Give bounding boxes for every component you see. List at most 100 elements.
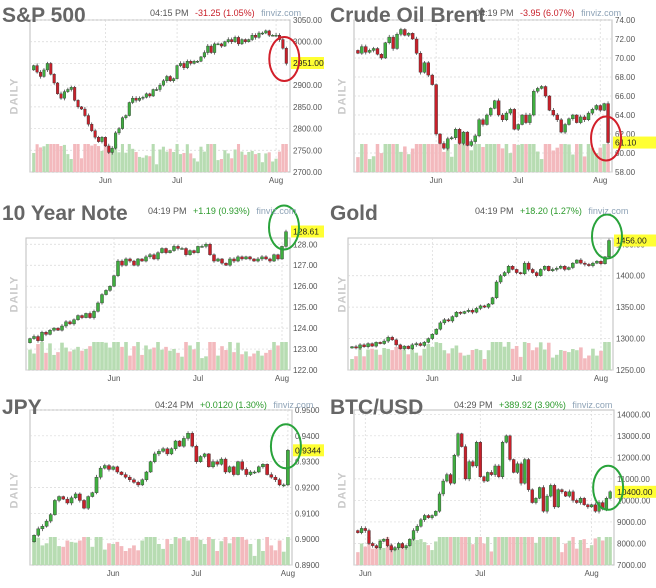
volume-bar <box>66 154 70 172</box>
volume-bar <box>280 342 284 370</box>
volume-bar <box>545 537 549 565</box>
chart-panel-crude-oil-brent[interactable]: 74.00 72.00 70.00 68.00 66.00 64.00 62.00 60.00… <box>328 0 656 195</box>
volume-bar <box>260 162 264 172</box>
candle-body <box>100 294 104 304</box>
y-tick-label: 14000.00 <box>617 410 651 419</box>
candle-body <box>178 63 182 66</box>
daily-side-label: DAILY <box>336 275 349 313</box>
volume-bar <box>254 154 258 172</box>
candle-body <box>419 519 423 527</box>
volume-bar <box>79 158 84 172</box>
candle-body <box>389 545 393 551</box>
candle-body <box>207 453 211 468</box>
candle-body <box>53 500 57 515</box>
chart-title: Gold <box>330 202 378 225</box>
volume-bar <box>232 352 236 370</box>
chart-change: +1.19 (0.93%) <box>193 206 250 216</box>
volume-bar <box>132 545 136 565</box>
candle-body <box>132 260 136 266</box>
volume-bar <box>206 144 210 172</box>
candle-body <box>448 474 453 484</box>
x-tick-label: Aug <box>593 176 607 185</box>
volume-bar <box>252 555 257 565</box>
volume-bar <box>286 537 290 565</box>
candle-body <box>236 256 240 262</box>
volume-bar <box>515 537 520 565</box>
y-tick-label: 1400.00 <box>616 272 645 281</box>
candle-body <box>223 41 227 47</box>
volume-bar <box>69 159 73 172</box>
candle-body <box>86 115 90 125</box>
candle-body <box>186 433 190 439</box>
volume-bar <box>244 351 248 370</box>
volume-bar <box>56 352 60 370</box>
annotation-circle <box>590 115 623 162</box>
volume-bar <box>202 544 207 565</box>
volume-bar <box>144 155 148 172</box>
candle-body <box>606 103 610 143</box>
candle-body <box>473 135 477 142</box>
y-tick-label: 125.00 <box>293 303 318 312</box>
volume-bar <box>537 537 542 565</box>
chart-panel-btc-usd[interactable]: 14000.00 13000.00 12000.00 11000.00 10000.00… <box>328 392 656 588</box>
candle-body <box>56 327 60 331</box>
volume-bar <box>189 153 193 172</box>
chart-panel-gold[interactable]: 1450.001400.001350.001300.001250.00JunJu… <box>328 198 656 390</box>
volume-bar <box>88 346 92 370</box>
volume-bar <box>607 342 611 370</box>
volume-bar <box>411 537 416 565</box>
candle-body <box>48 514 53 522</box>
volume-bar <box>552 537 557 565</box>
candle-body <box>590 109 595 114</box>
candle-body <box>88 313 92 318</box>
volume-bar <box>363 546 367 565</box>
volume-bar <box>120 144 124 172</box>
x-tick-label: Jun <box>359 569 372 578</box>
candle-body <box>244 256 248 260</box>
chart-panel-sp500[interactable]: 3050.003000.002950.002900.002850.002800.… <box>0 0 324 195</box>
x-tick-label: Jun <box>99 176 112 185</box>
volume-bar <box>110 150 114 172</box>
y-tick-label: 70.00 <box>615 54 636 63</box>
volume-bar <box>108 347 112 370</box>
volume-bar <box>42 146 46 172</box>
volume-bar <box>490 342 495 370</box>
last-price-label: 10400.00 <box>617 487 653 497</box>
candle-body <box>571 491 575 501</box>
candle-body <box>165 448 170 455</box>
candle-body <box>603 256 607 264</box>
candle-body <box>438 133 442 144</box>
volume-bar <box>367 537 371 565</box>
volume-bar <box>415 540 419 565</box>
candle-body <box>589 504 594 508</box>
candle-body <box>134 97 138 101</box>
candle-body <box>356 50 360 54</box>
candle-body <box>599 261 603 264</box>
candle-body <box>79 106 83 110</box>
candle-body <box>100 137 104 142</box>
candle-body <box>450 137 454 140</box>
candle-body <box>595 261 599 264</box>
candle-body <box>32 336 36 339</box>
volume-bar <box>86 144 90 172</box>
candle-body <box>397 543 401 548</box>
candle-body <box>44 520 49 527</box>
volume-bar <box>604 537 609 565</box>
chart-time: 04:19 PM <box>148 206 187 216</box>
volume-bar <box>76 346 80 370</box>
chart-panel-jpy[interactable]: 0.9500 0.9400 0.9300 0.9200 0.9100 0.9000 0.89… <box>0 392 324 588</box>
candle-body <box>518 272 523 275</box>
candle-body <box>363 528 367 531</box>
y-tick-label: 2850.00 <box>293 103 322 112</box>
volume-bar <box>463 537 468 565</box>
volume-bar <box>227 543 232 565</box>
volume-bar <box>470 350 475 370</box>
candle-body <box>44 332 48 335</box>
volume-bar <box>226 153 230 172</box>
candle-body <box>445 474 449 482</box>
candle-body <box>200 246 204 248</box>
chart-panel-10-year-note[interactable]: 128.00 127.00 126.00 125.00 124.00 123.00 122.… <box>0 198 324 390</box>
y-tick-label: 0.9100 <box>295 509 320 518</box>
candle-body <box>504 112 509 120</box>
candle-body <box>441 480 445 495</box>
